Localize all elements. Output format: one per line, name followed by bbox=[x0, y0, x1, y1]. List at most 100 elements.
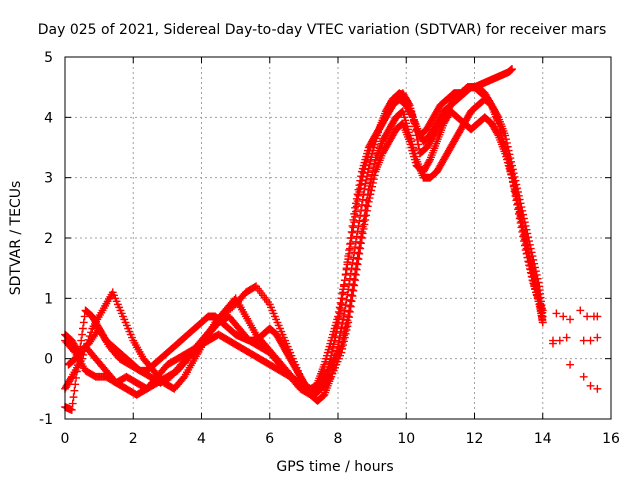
y-tick-label: 2 bbox=[44, 231, 53, 247]
data-point bbox=[342, 326, 351, 334]
data-point bbox=[345, 313, 353, 322]
data-point bbox=[370, 171, 379, 180]
data-point bbox=[530, 271, 539, 280]
data-point bbox=[350, 218, 359, 227]
data-point bbox=[272, 315, 281, 324]
data-point bbox=[342, 265, 351, 274]
series-6 bbox=[549, 306, 602, 345]
data-point bbox=[355, 188, 364, 196]
data-point bbox=[534, 290, 543, 299]
data-point bbox=[502, 135, 510, 144]
data-point bbox=[121, 318, 130, 327]
data-point bbox=[349, 286, 358, 295]
data-point bbox=[366, 157, 375, 165]
data-point bbox=[341, 301, 350, 310]
data-point bbox=[501, 149, 510, 158]
data-point bbox=[73, 361, 82, 369]
data-point bbox=[336, 329, 345, 337]
y-tick-label: 4 bbox=[44, 110, 53, 126]
data-point bbox=[369, 175, 378, 184]
data-point bbox=[352, 207, 360, 216]
data-point bbox=[353, 227, 362, 236]
data-point bbox=[331, 354, 340, 362]
data-point bbox=[326, 339, 335, 348]
data-point bbox=[358, 229, 367, 238]
data-point bbox=[347, 234, 356, 242]
data-point bbox=[354, 222, 363, 230]
data-point bbox=[115, 303, 124, 312]
data-point bbox=[330, 324, 339, 333]
data-point bbox=[79, 324, 87, 333]
data-point bbox=[351, 243, 359, 251]
data-point bbox=[586, 336, 595, 345]
data-point bbox=[511, 188, 520, 197]
x-tick-label: 4 bbox=[197, 431, 206, 447]
data-point bbox=[110, 291, 118, 300]
data-point bbox=[270, 312, 279, 321]
data-point bbox=[552, 309, 561, 318]
data-point bbox=[72, 373, 80, 382]
data-point bbox=[346, 239, 355, 248]
data-points bbox=[61, 65, 602, 414]
data-point bbox=[359, 169, 368, 178]
data-point bbox=[347, 264, 356, 273]
data-point bbox=[341, 329, 350, 338]
data-point bbox=[268, 306, 277, 315]
data-point bbox=[363, 206, 371, 215]
data-point bbox=[84, 335, 93, 344]
data-point bbox=[330, 357, 339, 366]
data-point bbox=[119, 312, 127, 321]
data-point bbox=[265, 300, 274, 309]
data-point bbox=[347, 297, 356, 306]
data-point bbox=[510, 185, 519, 193]
data-point bbox=[87, 328, 95, 337]
data-point bbox=[75, 348, 84, 357]
data-point bbox=[502, 152, 510, 161]
x-tick-label: 16 bbox=[602, 431, 620, 447]
data-point bbox=[354, 191, 363, 200]
series-8 bbox=[566, 360, 602, 393]
data-point bbox=[79, 318, 88, 327]
data-point bbox=[532, 283, 541, 291]
data-point bbox=[357, 180, 365, 189]
data-point bbox=[526, 256, 535, 265]
data-point bbox=[357, 234, 366, 242]
y-tick-label: 0 bbox=[44, 352, 53, 368]
data-point bbox=[503, 155, 511, 164]
data-point bbox=[400, 113, 409, 122]
data-point bbox=[531, 275, 539, 284]
data-point bbox=[323, 348, 332, 357]
data-point bbox=[331, 321, 340, 330]
data-point bbox=[526, 252, 534, 261]
data-point bbox=[73, 367, 81, 376]
data-point bbox=[372, 134, 381, 143]
chart-title: Day 025 of 2021, Sidereal Day-to-day VTE… bbox=[38, 22, 606, 38]
data-point bbox=[346, 269, 355, 278]
data-point bbox=[339, 341, 348, 349]
data-point bbox=[357, 239, 365, 248]
data-point bbox=[111, 294, 120, 303]
data-point bbox=[562, 333, 571, 342]
data-point bbox=[346, 302, 355, 311]
data-point bbox=[409, 149, 417, 158]
data-point bbox=[343, 260, 352, 269]
x-tick-labels: 0 2 4 6 8 10 12 14 16 bbox=[61, 431, 620, 447]
data-point bbox=[579, 336, 588, 345]
x-tick-label: 10 bbox=[397, 431, 415, 447]
data-point bbox=[344, 285, 353, 294]
data-point bbox=[503, 158, 512, 167]
data-point bbox=[405, 137, 414, 146]
data-point bbox=[327, 372, 336, 381]
data-point bbox=[555, 336, 564, 345]
data-point bbox=[517, 215, 526, 224]
x-tick-label: 2 bbox=[129, 431, 138, 447]
data-point bbox=[348, 228, 357, 237]
data-point bbox=[350, 281, 359, 290]
series-4 bbox=[61, 107, 547, 399]
data-point bbox=[85, 332, 94, 340]
data-point bbox=[117, 309, 126, 318]
data-point bbox=[348, 258, 357, 267]
data-point bbox=[368, 149, 377, 158]
data-point bbox=[513, 196, 522, 205]
